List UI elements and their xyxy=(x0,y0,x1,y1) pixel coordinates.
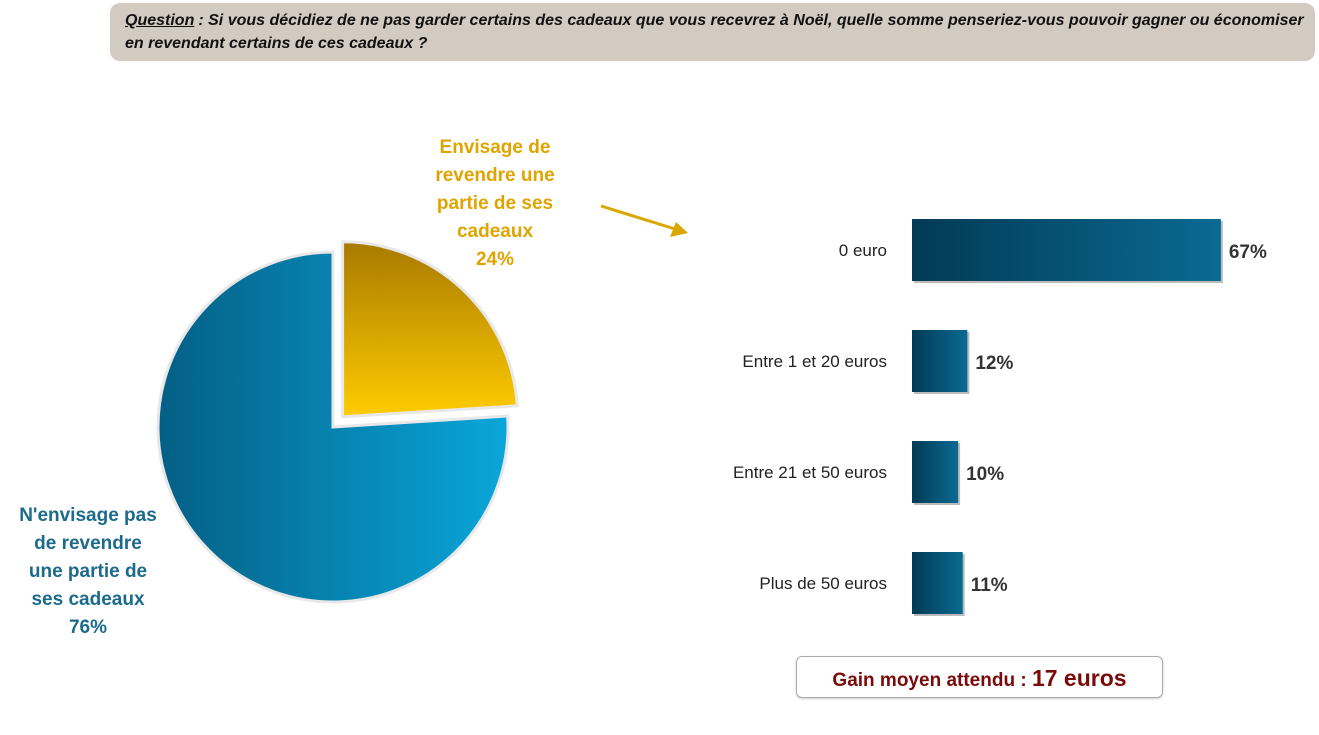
question-sep: : xyxy=(198,12,204,29)
bar-category-label: Plus de 50 euros xyxy=(759,574,887,593)
bar-category-label: Entre 21 et 50 euros xyxy=(733,463,887,482)
bar-category-label: Entre 1 et 20 euros xyxy=(742,352,887,371)
bar-value-label: 12% xyxy=(975,353,1013,374)
question-label: Question xyxy=(125,12,195,29)
bar-value-label: 67% xyxy=(1229,242,1267,263)
pie-label-yes: Envisage de revendre une partie de ses cade… xyxy=(435,137,555,270)
question-text: Si vous décidiez de ne pas garder certai… xyxy=(125,12,1304,52)
gain-value: 17 euros xyxy=(1031,665,1127,691)
gain-label: Gain moyen attendu : xyxy=(832,670,1027,691)
average-gain-box: Gain moyen attendu : 17 euros xyxy=(796,656,1163,698)
pie-label-no: N'envisage pas de revendre une partie de se… xyxy=(19,505,157,638)
bar xyxy=(912,219,1221,281)
bar xyxy=(912,330,968,392)
arrow-icon xyxy=(600,204,676,231)
pie-slice xyxy=(341,240,519,419)
question-box: Question: Si vous décidiez de ne pas gar… xyxy=(110,3,1315,61)
bar xyxy=(912,441,959,503)
bar-value-label: 10% xyxy=(966,464,1004,485)
bar-value-label: 11% xyxy=(971,575,1008,596)
pie-slice xyxy=(156,250,510,604)
arrowhead-icon xyxy=(670,222,688,237)
bar xyxy=(912,552,963,614)
bar-category-label: 0 euro xyxy=(839,241,887,260)
